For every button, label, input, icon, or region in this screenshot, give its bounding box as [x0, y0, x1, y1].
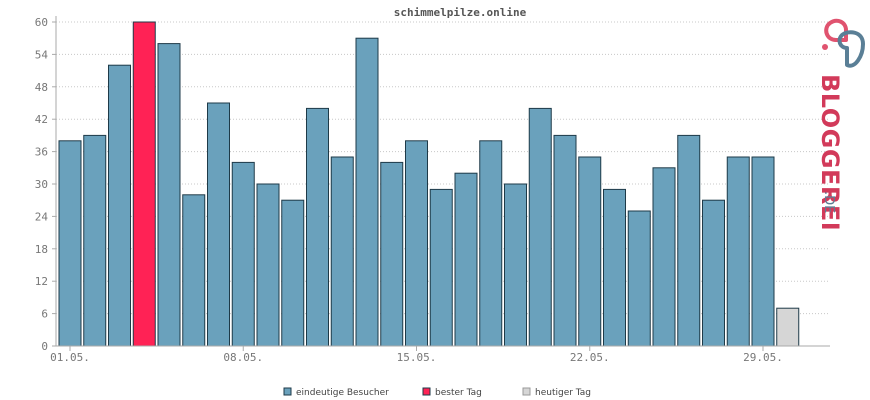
- y-tick-label: 30: [35, 178, 48, 191]
- bar-unique-visitors: 17.05. 32: [454, 172, 478, 347]
- y-tick-label: 18: [35, 243, 48, 256]
- bar-unique-visitors: 11.05. 44: [306, 107, 329, 347]
- bar-unique-visitors: 21.05. 39: [553, 134, 577, 347]
- bar-unique-visitors: 20.05. 44: [528, 107, 552, 347]
- x-tick-label: 29.05.: [743, 351, 783, 364]
- y-tick-label: 36: [35, 146, 48, 159]
- legend-label-unique-visitors: eindeutige Besucher: [296, 388, 389, 398]
- bar-unique-visitors: 02.05. 39: [83, 134, 107, 347]
- bars: 01.05. 3802.05. 3903.05. 5204.05. 6005.0…: [58, 21, 800, 347]
- bar-unique-visitors: 25.05. 33: [652, 167, 676, 347]
- bar-unique-visitors: 23.05. 29: [603, 188, 626, 347]
- bar-unique-visitors: 24.05. 25: [627, 210, 651, 347]
- y-tick-label: 6: [41, 308, 48, 321]
- y-tick-label: 42: [35, 113, 48, 126]
- legend-label-best-day: bester Tag: [435, 388, 482, 398]
- y-tick-label: 0: [41, 340, 48, 353]
- bar-unique-visitors: 22.05. 35: [578, 156, 602, 347]
- legend-swatch-today: [522, 387, 531, 396]
- bar-unique-visitors: 10.05. 27: [281, 199, 305, 347]
- bloggerei-logo-icon: [822, 18, 865, 68]
- x-tick-label: 22.05.: [570, 351, 610, 364]
- axes: [55, 16, 830, 347]
- bar-unique-visitors: 01.05. 38: [58, 140, 82, 347]
- y-tick-label: 54: [35, 48, 49, 61]
- bloggerei-logo-text: BLOGGEREI: [816, 74, 844, 231]
- bar-today: 30.05. 7: [776, 307, 800, 347]
- bar-unique-visitors: 09.05. 30: [256, 183, 280, 347]
- legend: eindeutige Besucher bester Tag heutiger …: [283, 387, 591, 398]
- x-tick-label: 01.05.: [50, 351, 90, 364]
- y-tick-label: 48: [35, 81, 48, 94]
- y-tick-label: 24: [35, 210, 49, 223]
- bar-unique-visitors: 18.05. 38: [479, 140, 503, 347]
- legend-label-today: heutiger Tag: [535, 388, 591, 398]
- bar-unique-visitors: 19.05. 30: [504, 183, 527, 347]
- y-tick-label: 60: [35, 16, 48, 29]
- y-tick-label: 12: [35, 275, 48, 288]
- bar-unique-visitors: 14.05. 34: [380, 161, 404, 347]
- bar-unique-visitors: 07.05. 45: [207, 102, 230, 347]
- bar-unique-visitors: 08.05. 34: [231, 161, 255, 347]
- chart-title: schimmelpilze.online: [394, 6, 527, 19]
- bar-best-day: 04.05. 60: [132, 21, 156, 347]
- x-tick-label: 08.05.: [223, 351, 263, 364]
- bar-unique-visitors: 26.05. 39: [677, 134, 701, 347]
- bar-unique-visitors: 05.05. 56: [157, 43, 181, 347]
- bloggerei-logo-suffix: .DE: [821, 191, 836, 213]
- bar-unique-visitors: 06.05. 28: [182, 194, 206, 347]
- y-tick-labels: 0 6 12 18 24 30 36 42 48 54 60: [35, 16, 56, 353]
- bar-unique-visitors: 16.05. 29: [429, 188, 453, 347]
- legend-swatch-best-day: [422, 387, 431, 396]
- bar-unique-visitors: 03.05. 52: [108, 64, 131, 347]
- bar-unique-visitors: 13.05. 57: [355, 37, 379, 347]
- bar-unique-visitors: 28.05. 35: [726, 156, 750, 347]
- bar-unique-visitors: 29.05. 35: [751, 156, 775, 347]
- x-tick-labels: 01.05. 08.05. 15.05. 22.05. 29.05.: [50, 346, 783, 364]
- x-tick-label: 15.05.: [397, 351, 437, 364]
- bar-unique-visitors: 27.05. 27: [702, 199, 725, 347]
- bar-unique-visitors: 15.05. 38: [405, 140, 428, 347]
- legend-swatch-unique-visitors: [283, 387, 292, 396]
- bloggerei-logo: BLOGGEREI .DE: [816, 18, 865, 231]
- bar-unique-visitors: 12.05. 35: [330, 156, 354, 347]
